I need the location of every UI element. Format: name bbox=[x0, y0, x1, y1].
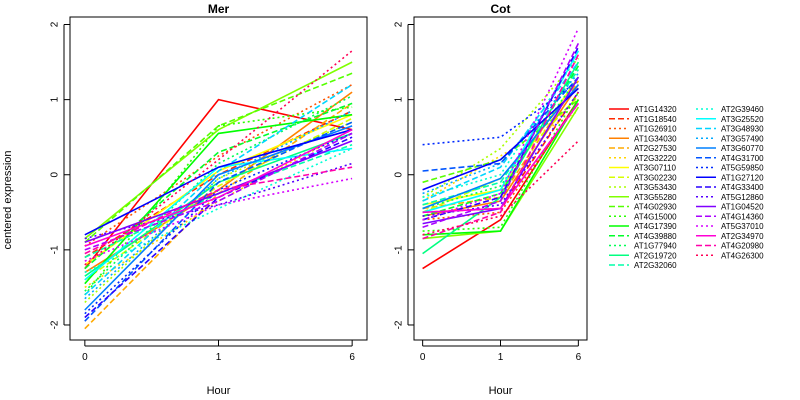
series-line-at1g77940 bbox=[84, 95, 353, 292]
series-line-at3g55280 bbox=[84, 61, 353, 240]
legend-label: AT4G39880 bbox=[634, 232, 677, 241]
series-line-at3g53430 bbox=[422, 57, 580, 198]
legend-label: AT1G18540 bbox=[634, 115, 677, 124]
legend-label: AT2G32060 bbox=[634, 261, 677, 270]
series-line-at2g39460 bbox=[84, 147, 353, 274]
legend-label: AT2G34970 bbox=[721, 232, 764, 241]
legend-label: AT1G14320 bbox=[634, 105, 677, 114]
legend-label: AT4G02930 bbox=[634, 203, 677, 212]
series-line-at3g60770 bbox=[422, 84, 580, 210]
series-group bbox=[84, 50, 353, 330]
series-line-at1g27120 bbox=[84, 128, 353, 236]
series-group bbox=[422, 27, 580, 270]
series-line-at4g33400 bbox=[84, 136, 353, 319]
legend-label: AT1G34030 bbox=[634, 134, 677, 143]
legend-label: AT2G32220 bbox=[634, 154, 677, 163]
y-tick-label: 1 bbox=[394, 96, 405, 102]
legend-label: AT4G20980 bbox=[721, 242, 764, 251]
series-line-at2g27530 bbox=[84, 102, 353, 330]
y-axis-label: centered expression bbox=[2, 150, 14, 249]
series-line-at5g12860 bbox=[84, 162, 353, 240]
legend-label: AT1G26910 bbox=[634, 125, 677, 134]
legend-label: AT4G31700 bbox=[721, 154, 764, 163]
panel-cot: Cot 0 1 6 -2 -1 0 1 2 Hour bbox=[394, 2, 588, 397]
series-line-at5g12860 bbox=[422, 91, 580, 217]
panel-title: Cot bbox=[491, 2, 511, 16]
y-tick-label: -1 bbox=[50, 245, 61, 254]
legend-label: AT3G48930 bbox=[721, 125, 764, 134]
y-tick-label: 2 bbox=[50, 21, 61, 27]
series-line-at1g27120 bbox=[422, 87, 579, 191]
series-line-at4g20980 bbox=[422, 54, 580, 240]
legend-label: AT3G55280 bbox=[634, 193, 677, 202]
series-line-at2g34970 bbox=[422, 102, 580, 214]
series-line-at2g32220 bbox=[422, 110, 579, 202]
y-tick-label: -2 bbox=[394, 320, 405, 329]
series-line-at1g77940 bbox=[422, 76, 580, 210]
x-tick-label: 6 bbox=[349, 352, 355, 363]
y-tick-label: -1 bbox=[394, 245, 405, 254]
series-line-at2g32220 bbox=[84, 128, 353, 289]
panel-title: Mer bbox=[208, 2, 230, 16]
legend-label: AT5G59850 bbox=[721, 164, 764, 173]
series-line-at4g02930 bbox=[84, 72, 353, 243]
legend: AT1G14320AT1G18540AT1G26910AT1G34030AT2G… bbox=[609, 105, 764, 270]
series-line-at1g26910 bbox=[84, 83, 353, 247]
series-line-at5g37010 bbox=[84, 177, 353, 262]
x-tick-label: 1 bbox=[216, 352, 222, 363]
series-line-at4g31700 bbox=[84, 121, 353, 322]
series-line-at4g14360 bbox=[422, 42, 580, 229]
legend-label: AT4G14360 bbox=[721, 212, 764, 221]
legend-label: AT5G12860 bbox=[721, 193, 764, 202]
x-tick-label: 0 bbox=[82, 352, 88, 363]
panel-mer: Mer 0 1 6 -2 -1 0 1 2 Hour bbox=[50, 2, 368, 397]
x-tick-label: 6 bbox=[576, 352, 582, 363]
series-line-at4g39880 bbox=[422, 65, 580, 217]
legend-label: AT5G37010 bbox=[721, 222, 764, 231]
series-line-at5g37010 bbox=[422, 27, 580, 221]
series-line-at1g26910 bbox=[422, 102, 580, 221]
legend-label: AT2G39460 bbox=[721, 105, 764, 114]
x-tick-label: 1 bbox=[498, 352, 504, 363]
legend-label: AT3G25520 bbox=[721, 115, 764, 124]
legend-label: AT3G53430 bbox=[634, 183, 677, 192]
legend-label: AT1G27120 bbox=[721, 173, 764, 182]
legend-label: AT1G77940 bbox=[634, 242, 677, 251]
series-line-at4g14360 bbox=[84, 132, 353, 251]
legend-label: AT3G57490 bbox=[721, 134, 764, 143]
y-tick-label: 2 bbox=[394, 21, 405, 27]
y-tick-label: -2 bbox=[50, 320, 61, 329]
legend-label: AT4G26300 bbox=[721, 251, 764, 260]
y-tick-label: 0 bbox=[50, 172, 61, 178]
series-line-at5g59850 bbox=[84, 132, 353, 315]
series-line-at4g17390 bbox=[422, 99, 580, 236]
legend-label: AT4G33400 bbox=[721, 183, 764, 192]
series-line-at3g53430 bbox=[84, 121, 353, 303]
series-line-at2g32060 bbox=[84, 143, 353, 259]
legend-label: AT3G60770 bbox=[721, 144, 764, 153]
series-line-at4g26300 bbox=[422, 140, 579, 236]
x-axis-label: Hour bbox=[489, 385, 513, 397]
series-line-at4g26300 bbox=[84, 50, 353, 266]
series-line-at3g48930 bbox=[84, 83, 353, 296]
legend-label: AT3G02230 bbox=[634, 173, 677, 182]
series-line-at1g04520 bbox=[84, 140, 353, 244]
legend-label: AT4G17390 bbox=[634, 222, 677, 231]
x-tick-label: 0 bbox=[420, 352, 426, 363]
series-line-at5g59850 bbox=[422, 80, 579, 146]
y-tick-label: 1 bbox=[50, 96, 61, 102]
x-axis-label: Hour bbox=[207, 385, 231, 397]
legend-label: AT1G04520 bbox=[721, 203, 764, 212]
legend-label: AT4G15000 bbox=[634, 212, 677, 221]
y-tick-label: 0 bbox=[394, 172, 405, 178]
series-line-at4g20980 bbox=[84, 166, 353, 255]
legend-label: AT3G07110 bbox=[634, 164, 677, 173]
series-line-at3g02230 bbox=[84, 117, 353, 281]
legend-label: AT2G19720 bbox=[634, 251, 677, 260]
legend-label: AT2G27530 bbox=[634, 144, 677, 153]
series-line-at4g15000 bbox=[84, 106, 353, 296]
